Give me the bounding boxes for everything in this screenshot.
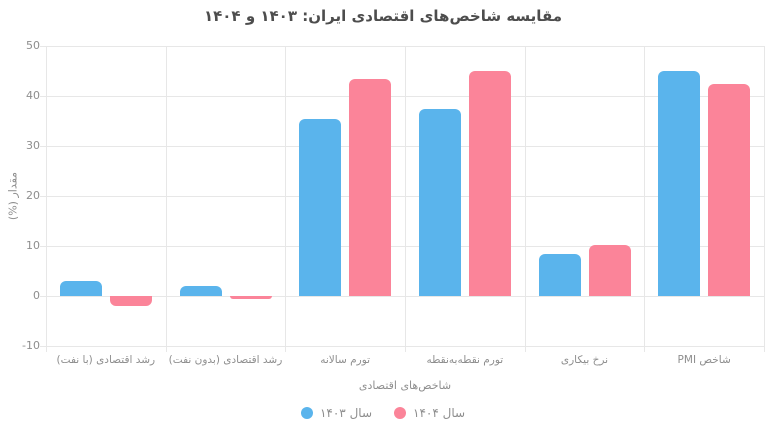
x-gridline xyxy=(285,46,287,352)
y-tick-label: 0 xyxy=(33,289,40,302)
x-tick-label: رشد اقتصادی (با نفت) xyxy=(56,354,156,366)
y-tick-label: 50 xyxy=(26,39,40,52)
y-gridline xyxy=(40,296,764,297)
y-tick-label: 40 xyxy=(26,89,40,102)
bar[interactable] xyxy=(708,83,751,296)
y-gridline xyxy=(40,346,764,347)
x-gridline xyxy=(644,46,646,352)
x-tick-label: نرخ بیکاری xyxy=(560,354,609,366)
chart-title: مقایسه شاخص‌های اقتصادی ایران: ۱۴۰۳ و ۱۴… xyxy=(203,7,563,25)
y-gridline xyxy=(40,196,764,197)
bar[interactable] xyxy=(229,296,272,299)
bar[interactable] xyxy=(349,78,392,296)
y-tick-label: 20 xyxy=(26,189,40,202)
x-gridline xyxy=(764,46,765,352)
legend: سال ۱۴۰۳ سال ۱۴۰۴ xyxy=(0,403,766,423)
bar[interactable] xyxy=(109,296,152,306)
legend-swatch-icon xyxy=(300,407,313,419)
legend-item[interactable]: سال ۱۴۰۴ xyxy=(394,406,465,420)
x-gridline xyxy=(46,46,47,352)
x-gridline xyxy=(405,46,406,352)
plot-area xyxy=(40,46,765,352)
bar[interactable] xyxy=(418,108,461,296)
x-axis-title: شاخص‌های اقتصادی xyxy=(358,379,452,392)
y-tick-label: 10 xyxy=(26,239,40,252)
x-tick-label: شاخص PMI xyxy=(677,354,731,366)
x-gridline xyxy=(165,46,167,352)
legend-item-label: سال ۱۴۰۴ xyxy=(413,406,466,420)
bar[interactable] xyxy=(468,71,511,296)
bar[interactable] xyxy=(658,71,701,296)
y-gridline xyxy=(40,246,764,247)
x-tick-label: تورم سالانه xyxy=(320,354,371,366)
y-gridline xyxy=(40,146,764,147)
bar[interactable] xyxy=(299,118,342,296)
bar[interactable] xyxy=(179,286,222,296)
legend-swatch-icon xyxy=(394,407,406,419)
x-gridline xyxy=(524,46,526,352)
y-gridline xyxy=(40,96,764,97)
bar[interactable] xyxy=(588,244,631,296)
x-tick-label: رشد اقتصادی (بدون نفت) xyxy=(168,354,283,366)
bar[interactable] xyxy=(59,281,102,296)
legend-item-label: سال ۱۴۰۳ xyxy=(319,406,372,420)
y-tick-label: 30 xyxy=(26,139,40,152)
x-tick-label: تورم نقطه‌به‌نقطه xyxy=(426,354,504,366)
bar[interactable] xyxy=(538,253,581,296)
y-gridline xyxy=(40,46,764,47)
y-tick-label: -10 xyxy=(22,339,40,352)
legend-item[interactable]: سال ۱۴۰۳ xyxy=(300,406,372,420)
